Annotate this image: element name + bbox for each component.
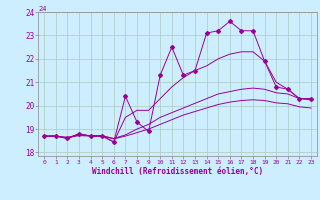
X-axis label: Windchill (Refroidissement éolien,°C): Windchill (Refroidissement éolien,°C) xyxy=(92,167,263,176)
Text: 24: 24 xyxy=(38,6,47,12)
